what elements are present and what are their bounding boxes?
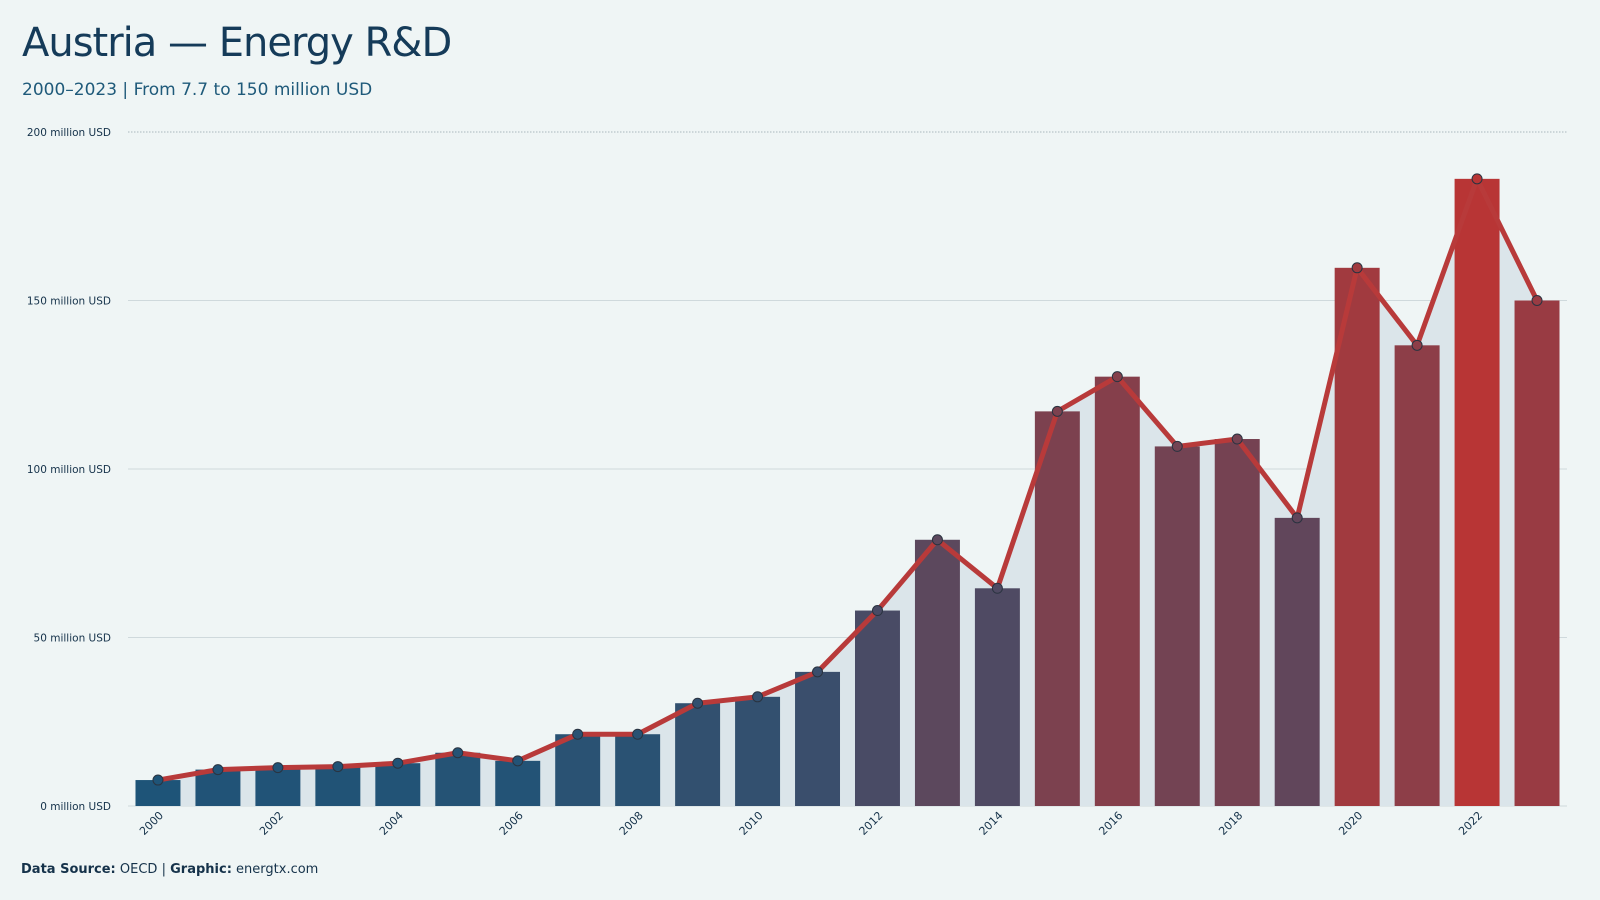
bar-2023	[1514, 300, 1560, 806]
x-tick-label: 2018	[1216, 809, 1245, 838]
point-2013	[931, 534, 943, 546]
footer-credits: Data Source: OECD | Graphic: energtx.com	[21, 862, 318, 877]
point-2001	[212, 764, 224, 776]
bars	[135, 178, 1560, 806]
bar-2008	[615, 734, 661, 806]
bar-2004	[375, 763, 421, 806]
x-tick-label: 2000	[137, 809, 166, 838]
x-tick-label: 2002	[257, 809, 286, 838]
bar-2021	[1394, 345, 1440, 806]
chart-title: Austria — Energy R&D	[22, 20, 452, 66]
point-2008	[632, 728, 644, 740]
y-tick-label: 200 million USD	[27, 127, 111, 139]
bar-2007	[555, 734, 601, 806]
y-tick-label: 150 million USD	[27, 296, 111, 308]
point-2020	[1351, 262, 1363, 274]
bar-2022	[1454, 178, 1500, 806]
x-tick-label: 2022	[1456, 809, 1485, 838]
point-2014	[991, 582, 1003, 594]
point-2017	[1171, 440, 1183, 452]
point-2012	[871, 605, 883, 617]
bar-2014	[974, 588, 1020, 806]
point-2018	[1231, 433, 1243, 445]
bar-2003	[315, 766, 361, 806]
point-2010	[752, 691, 764, 703]
bar-2011	[795, 671, 841, 806]
series-line	[155, 176, 1540, 783]
point-2011	[812, 666, 824, 678]
bar-2016	[1094, 376, 1140, 806]
bar-2009	[675, 703, 721, 806]
bar-2013	[914, 539, 960, 806]
point-2022	[1471, 173, 1483, 185]
area-under-line	[157, 178, 1538, 806]
point-2005	[452, 747, 464, 759]
source-value: OECD	[119, 862, 158, 877]
x-tick-label: 2020	[1336, 809, 1365, 838]
graphic-value: energtx.com	[236, 862, 319, 877]
chart-subtitle: 2000–2023 | From 7.7 to 150 million USD	[22, 80, 373, 100]
bar-2010	[735, 696, 781, 806]
point-2019	[1291, 512, 1303, 524]
x-tick-label: 2014	[977, 809, 1006, 838]
point-2002	[272, 762, 284, 774]
bar-2001	[195, 769, 241, 806]
point-2015	[1051, 405, 1063, 417]
y-tick-labels: 0 million USD 50 million USD 100 million U…	[27, 127, 111, 813]
x-tick-label: 2008	[617, 809, 646, 838]
bar-2018	[1214, 439, 1260, 806]
point-2003	[332, 761, 344, 773]
x-tick-label: 2006	[497, 809, 526, 838]
graphic-label: Graphic:	[170, 862, 232, 877]
point-2007	[572, 728, 584, 740]
x-tick-label: 2016	[1096, 809, 1125, 838]
point-2016	[1111, 371, 1123, 383]
point-2021	[1411, 339, 1423, 351]
bar-2017	[1154, 446, 1200, 806]
bar-2002	[255, 767, 301, 806]
bar-2012	[854, 610, 900, 806]
x-tick-label: 2010	[737, 809, 766, 838]
source-label: Data Source:	[21, 862, 116, 877]
point-2000	[152, 774, 164, 786]
point-2004	[392, 757, 404, 769]
bar-2020	[1334, 267, 1380, 806]
point-2006	[512, 755, 524, 767]
y-tick-label: 50 million USD	[34, 633, 111, 645]
x-tick-label: 2004	[377, 809, 406, 838]
bar-2005	[435, 752, 481, 806]
point-2023	[1531, 295, 1543, 306]
point-2009	[692, 697, 704, 709]
line-series	[152, 173, 1543, 786]
y-tick-label: 100 million USD	[27, 464, 111, 476]
footer-separator: |	[161, 862, 166, 877]
x-tick-labels: 2000 2002 2004 2006 2008 2010 2012 2014 2016 2018…	[137, 809, 1485, 838]
area-fill	[157, 178, 1538, 806]
bar-2015	[1034, 411, 1080, 806]
bar-2006	[495, 760, 541, 806]
y-tick-label: 0 million USD	[40, 801, 111, 813]
x-tick-label: 2012	[857, 809, 886, 838]
bar-2019	[1274, 517, 1320, 806]
